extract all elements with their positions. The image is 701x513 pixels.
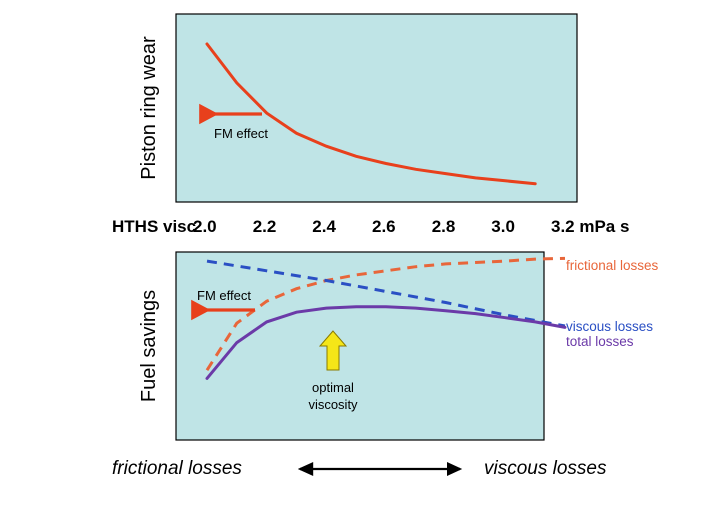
bottom-panel-background bbox=[175, 251, 545, 441]
legend-frictional-losses: frictional losses bbox=[566, 258, 659, 273]
optimal-viscosity-arrow bbox=[318, 330, 348, 371]
bottom-panel-ylabel: Fuel savings bbox=[138, 290, 160, 402]
top-fm-effect-label: FM effect bbox=[214, 126, 268, 141]
axis-tick-label: 2.0 bbox=[193, 217, 217, 236]
legend-viscous-losses: viscous losses bbox=[566, 319, 653, 334]
axis-tick-label: 2.4 bbox=[312, 217, 336, 236]
frictional-losses-line bbox=[205, 256, 566, 372]
axis-tick-label: 3.0 bbox=[491, 217, 515, 236]
legend-total-losses: total losses bbox=[566, 334, 634, 349]
total-losses-line bbox=[205, 305, 567, 380]
bottom-left-label: frictional losses bbox=[112, 458, 242, 479]
axis-tick-label: 2.8 bbox=[432, 217, 456, 236]
top-panel-background bbox=[175, 13, 578, 203]
axis-title: HTHS visc bbox=[112, 217, 196, 236]
bottom-fm-effect-label: FM effect bbox=[197, 288, 251, 303]
piston-ring-wear-line bbox=[205, 42, 537, 186]
axis-tick-label: 2.2 bbox=[253, 217, 277, 236]
axis-tick-label: 2.6 bbox=[372, 217, 396, 236]
viscous-losses-line bbox=[206, 259, 566, 328]
bottom-right-label: viscous losses bbox=[484, 458, 607, 479]
axis-tick-labels: 2.0 2.2 2.4 2.6 2.8 3.0 3.2 mPa s bbox=[193, 217, 629, 236]
optimal-label-line-2: viscosity bbox=[308, 397, 358, 412]
optimal-label-line-1: optimal bbox=[312, 380, 354, 395]
top-panel-ylabel: Piston ring wear bbox=[138, 36, 160, 180]
axis-tick-label: 3.2 mPa s bbox=[551, 217, 629, 236]
